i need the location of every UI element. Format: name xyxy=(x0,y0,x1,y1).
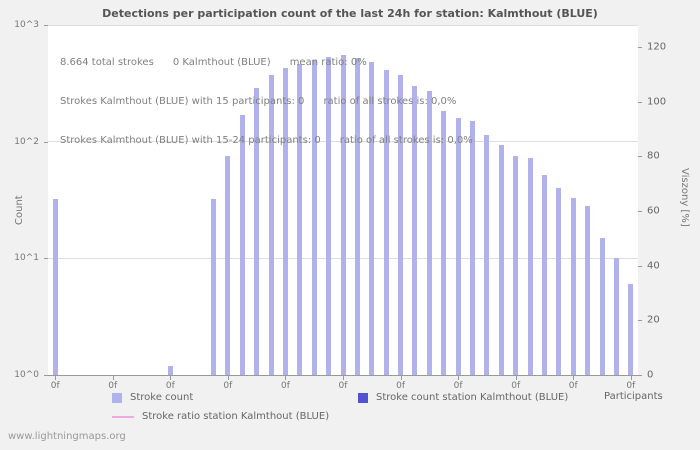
x-tick-label: 0f xyxy=(223,381,233,391)
x-axis-label: Participants xyxy=(604,391,663,402)
tick-mark xyxy=(285,376,287,380)
tick-mark xyxy=(55,376,57,380)
legend-item-stroke-count: Stroke count xyxy=(112,392,193,403)
bar xyxy=(225,156,231,375)
y-tick-label: 100 xyxy=(647,96,667,108)
bar xyxy=(441,110,447,375)
tick-mark xyxy=(638,320,642,322)
tick-mark xyxy=(638,156,642,158)
bar xyxy=(52,199,58,375)
tick-mark xyxy=(227,376,229,380)
x-tick-label: 0f xyxy=(511,381,521,391)
bar xyxy=(455,117,461,375)
bar xyxy=(484,134,490,375)
y-tick-label: 80 xyxy=(647,150,660,162)
x-tick-label: 0f xyxy=(568,381,578,391)
bar xyxy=(498,145,504,375)
y-tick-label: 10^3 xyxy=(14,20,39,30)
tick-mark xyxy=(343,376,344,380)
legend-label: Stroke count station Kalmthout (BLUE) xyxy=(376,392,569,403)
legend-label: Stroke ratio station Kalmthout (BLUE) xyxy=(142,411,330,422)
x-tick-label: 0f xyxy=(108,381,118,391)
y-tick-label: 0 xyxy=(647,369,654,381)
bar xyxy=(254,87,260,375)
bar xyxy=(426,91,432,375)
bar xyxy=(599,237,605,375)
bar xyxy=(541,174,547,375)
bar xyxy=(412,86,418,375)
legend: Stroke count Stroke count station Kalmth… xyxy=(48,390,638,432)
y-tick-label: 10^1 xyxy=(14,253,39,264)
y-tick-label: 10^0 xyxy=(14,370,39,380)
tick-mark xyxy=(44,25,48,26)
bar xyxy=(210,199,216,375)
y-tick-label: 10^2 xyxy=(14,136,39,147)
tick-mark xyxy=(573,376,575,380)
bar xyxy=(570,197,576,375)
legend-item-station-ratio: Stroke ratio station Kalmthout (BLUE) xyxy=(112,411,329,422)
bar xyxy=(340,55,346,375)
y-axis-right: 0 20 40 60 80 100 120 xyxy=(638,25,684,381)
bar xyxy=(613,258,619,375)
bar xyxy=(398,75,404,375)
bar xyxy=(297,64,303,375)
x-tick-label: 0f xyxy=(50,381,60,391)
tick-mark xyxy=(638,210,642,212)
tick-mark xyxy=(44,141,48,143)
tick-mark xyxy=(458,376,460,380)
tick-mark xyxy=(638,101,642,103)
x-tick-label: 0f xyxy=(165,381,175,391)
bar xyxy=(239,114,245,375)
annotation-line: Strokes Kalmthout (BLUE) with 15 partici… xyxy=(60,96,457,107)
legend-swatch xyxy=(358,392,368,403)
x-axis: 0f 0f 0f 0f 0f 0f 0f 0f 0f 0f 0f xyxy=(48,376,638,392)
legend-label: Stroke count xyxy=(130,392,194,403)
legend-item-station-count: Stroke count station Kalmthout (BLUE) xyxy=(358,392,568,403)
x-tick-label: 0f xyxy=(396,381,405,391)
y-axis-left: 10^0 10^1 10^2 10^3 xyxy=(0,20,48,380)
tick-mark xyxy=(638,46,642,48)
tick-mark xyxy=(630,376,632,380)
annotation-line: Strokes Kalmthout (BLUE) with 15-24 part… xyxy=(60,135,473,146)
tick-mark xyxy=(515,376,517,380)
bar xyxy=(556,188,562,375)
tick-mark xyxy=(170,376,172,380)
x-tick-label: 0f xyxy=(280,381,290,391)
legend-swatch xyxy=(112,392,122,403)
bar xyxy=(513,155,519,375)
tick-mark xyxy=(44,375,48,376)
y-tick-label: 60 xyxy=(647,205,660,217)
bar xyxy=(354,58,360,375)
tick-mark xyxy=(44,258,48,260)
legend-swatch xyxy=(112,415,134,418)
annotation-text: 8.664 total strokes 0 Kalmthout (BLUE) m… xyxy=(60,30,473,173)
annotation-line: 8.664 total strokes 0 Kalmthout (BLUE) m… xyxy=(60,57,367,68)
gridline xyxy=(48,25,638,26)
y-tick-label: 40 xyxy=(647,260,660,272)
chart-title: Detections per participation count of th… xyxy=(102,7,598,20)
bar xyxy=(470,121,475,375)
x-tick-label: 0f xyxy=(338,381,348,391)
bar xyxy=(282,67,288,375)
y-tick-label: 20 xyxy=(647,314,660,326)
x-tick-label: 0f xyxy=(453,381,463,391)
tick-mark xyxy=(112,376,114,380)
plot-area: 8.664 total strokes 0 Kalmthout (BLUE) m… xyxy=(48,25,638,376)
bar xyxy=(383,70,389,375)
bar xyxy=(585,206,591,375)
tick-mark xyxy=(400,376,402,380)
bar xyxy=(369,62,375,375)
tick-mark xyxy=(638,375,642,376)
bar xyxy=(167,365,173,375)
y-tick-label: 120 xyxy=(647,41,667,53)
x-tick-label: 0f xyxy=(626,381,636,391)
bar xyxy=(311,60,317,375)
bar xyxy=(628,284,634,375)
bar xyxy=(527,158,533,375)
watermark: www.lightningmaps.org xyxy=(8,431,126,442)
bar xyxy=(326,57,332,375)
bar xyxy=(268,75,274,375)
tick-mark xyxy=(638,265,642,267)
